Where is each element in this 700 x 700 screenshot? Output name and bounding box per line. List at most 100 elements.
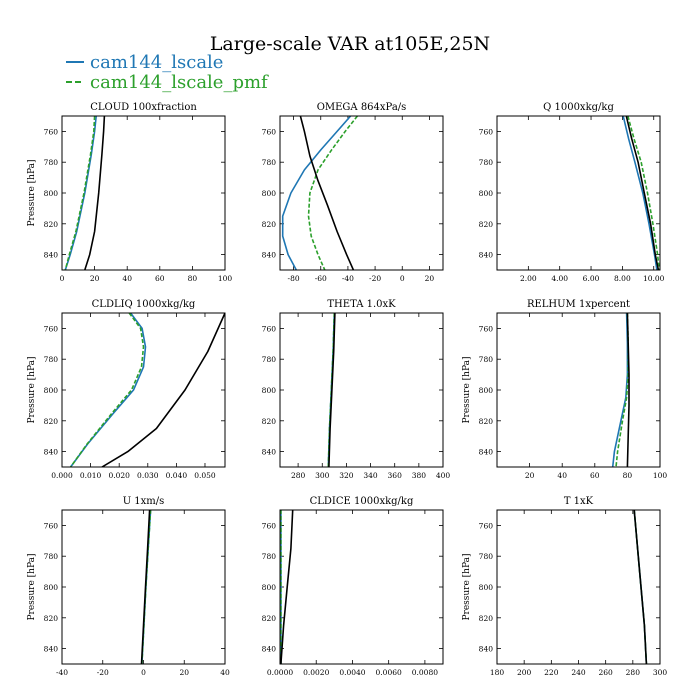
y-tick-label: 780 [262, 158, 277, 167]
y-tick-label: 840 [479, 251, 494, 260]
series-line-control [625, 116, 660, 270]
y-axis-label: Pressure [hPa] [462, 553, 472, 620]
x-tick-label: 20 [425, 274, 435, 283]
y-tick-label: 820 [479, 614, 494, 623]
panel-2: Q 1000xkg/kg 2.00 4.00 6.00 8.00 10.00 760 780 8… [479, 102, 665, 283]
y-tick-label: 780 [44, 158, 59, 167]
x-tick-label: 0.030 [137, 471, 159, 480]
y-tick-label: 820 [44, 220, 59, 229]
panel-title: U 1xm/s [123, 496, 165, 507]
y-tick-label: 840 [479, 645, 494, 654]
series-line-control [84, 116, 106, 270]
panel-title: Q 1000xkg/kg [543, 102, 614, 113]
x-tick-label: 0.050 [194, 471, 216, 480]
y-tick-label: 800 [44, 386, 59, 395]
series-line-lscale [281, 116, 352, 270]
series-line-control [299, 116, 355, 270]
x-tick-label: 80 [623, 471, 633, 480]
series-line-lscale-pmf [69, 313, 145, 467]
x-tick-label: 60 [590, 471, 600, 480]
y-tick-label: 800 [44, 189, 59, 198]
panel-0: CLOUD 100xfraction Pressure [hPa] 0 20 40 60 8… [27, 102, 232, 283]
legend: cam144_lscale cam144_lscale_pmf [66, 52, 269, 93]
y-axis-label: Pressure [hPa] [27, 553, 37, 620]
series-line-lscale-pmf [307, 116, 359, 270]
x-tick-label: 100 [218, 274, 233, 283]
y-tick-label: 760 [44, 324, 59, 333]
x-tick-label: -40 [56, 668, 68, 677]
x-tick-label: 280 [626, 668, 641, 677]
x-tick-label: 0.040 [166, 471, 188, 480]
y-tick-label: 780 [262, 355, 277, 364]
panel-5: RELHUM 1xpercent Pressure [hPa] 20 40 60 80 10… [462, 299, 667, 480]
y-tick-label: 840 [262, 448, 277, 457]
plot-frame [496, 312, 661, 468]
x-tick-label: 0.0080 [412, 668, 438, 677]
x-tick-label: 0.0000 [267, 668, 293, 677]
legend-label-pmf: cam144_lscale_pmf [90, 72, 269, 93]
x-tick-label: 360 [388, 471, 403, 480]
panel-title: OMEGA 864xPa/s [317, 102, 407, 113]
y-tick-label: 820 [262, 614, 277, 623]
x-tick-label: 0.020 [108, 471, 130, 480]
x-tick-label: 8.00 [614, 274, 631, 283]
x-tick-label: 20 [525, 471, 535, 480]
y-tick-label: 800 [479, 189, 494, 198]
x-tick-label: 0.000 [51, 471, 73, 480]
y-tick-label: 760 [262, 127, 277, 136]
plot-frame [496, 115, 661, 271]
panels: CLOUD 100xfraction Pressure [hPa] 0 20 40 60 8… [27, 102, 667, 677]
y-tick-label: 840 [262, 645, 277, 654]
series-line-control [328, 313, 336, 467]
y-tick-label: 760 [262, 324, 277, 333]
x-tick-label: -20 [369, 274, 381, 283]
panel-title: RELHUM 1xpercent [527, 299, 630, 310]
y-tick-label: 780 [479, 158, 494, 167]
y-tick-label: 840 [479, 448, 494, 457]
plot-frame [496, 509, 661, 665]
x-tick-label: 220 [544, 668, 559, 677]
x-tick-label: 380 [412, 471, 427, 480]
x-tick-label: 2.00 [520, 274, 537, 283]
y-tick-label: 800 [44, 583, 59, 592]
y-axis-label: Pressure [hPa] [27, 159, 37, 226]
x-tick-label: 320 [339, 471, 354, 480]
x-tick-label: 200 [517, 668, 532, 677]
y-tick-label: 780 [44, 552, 59, 561]
y-tick-label: 760 [479, 521, 494, 530]
x-tick-label: 40 [557, 471, 567, 480]
y-tick-label: 760 [44, 127, 59, 136]
x-tick-label: 4.00 [551, 274, 568, 283]
x-tick-label: 260 [599, 668, 614, 677]
panel-4: THETA 1.0xK 280 300 320 340 360 380 400 760 780 80… [262, 299, 451, 480]
series-line-lscale [611, 313, 629, 467]
y-tick-label: 800 [262, 583, 277, 592]
plot-frame [61, 509, 226, 665]
y-axis-label: Pressure [hPa] [27, 356, 37, 423]
x-tick-label: 400 [436, 471, 451, 480]
series-line-control [101, 313, 225, 467]
plot-frame [279, 312, 444, 468]
panel-7: CLDICE 1000xkg/kg 0.0000 0.0020 0.0040 0.006… [262, 496, 444, 677]
plot-frame [279, 115, 444, 271]
y-tick-label: 800 [262, 386, 277, 395]
x-tick-label: 0 [60, 274, 65, 283]
y-tick-label: 760 [44, 521, 59, 530]
y-tick-label: 780 [262, 552, 277, 561]
panel-1: OMEGA 864xPa/s -80 -60 -40 -20 0 20 760 780 800 82… [262, 102, 444, 283]
x-tick-label: 0.0060 [376, 668, 402, 677]
x-tick-label: 0.010 [80, 471, 102, 480]
plot-frame [61, 312, 226, 468]
series-line-control [280, 510, 294, 664]
x-tick-label: 300 [315, 471, 330, 480]
series-line-control [633, 510, 648, 664]
figure-title: Large-scale VAR at105E,25N [210, 33, 490, 55]
panel-3: CLDLIQ 1000xkg/kg Pressure [hPa] 0.000 0.01… [27, 299, 226, 480]
x-tick-label: 0.0020 [303, 668, 329, 677]
series-line-control [140, 510, 151, 664]
panel-title: CLDICE 1000xkg/kg [310, 496, 414, 507]
x-tick-label: 10.00 [643, 274, 665, 283]
y-tick-label: 840 [262, 251, 277, 260]
x-tick-label: 240 [571, 668, 586, 677]
